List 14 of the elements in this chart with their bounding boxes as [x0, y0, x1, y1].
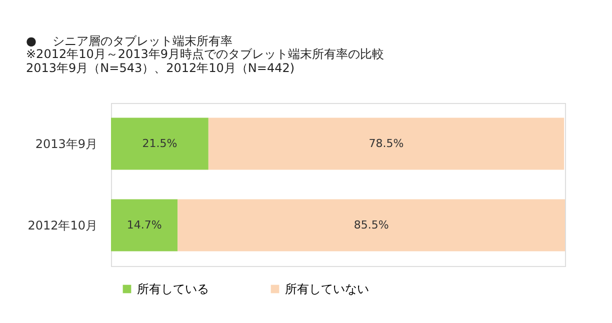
data-label: 78.5%: [368, 136, 404, 150]
data-label: 21.5%: [142, 136, 178, 150]
bar: [208, 118, 564, 170]
y-tick-label: 2013年9月: [35, 136, 98, 151]
legend-label: 所有している: [137, 282, 209, 296]
bar: [178, 199, 565, 252]
legend-label: 所有していない: [285, 282, 369, 296]
chart-title: ● シニア層のタブレット端末所有率: [26, 34, 232, 48]
y-tick-label: 2012年10月: [28, 218, 98, 232]
data-label: 14.7%: [126, 218, 162, 232]
data-label: 85.5%: [354, 218, 389, 232]
chart-subtitle: ※2012年10月～2013年9月時点でのタブレット端末所有率の比較 2013年9月（N=543）、2012年10月（N=442): [26, 47, 384, 75]
bar: [111, 199, 178, 252]
bar: [111, 118, 208, 170]
